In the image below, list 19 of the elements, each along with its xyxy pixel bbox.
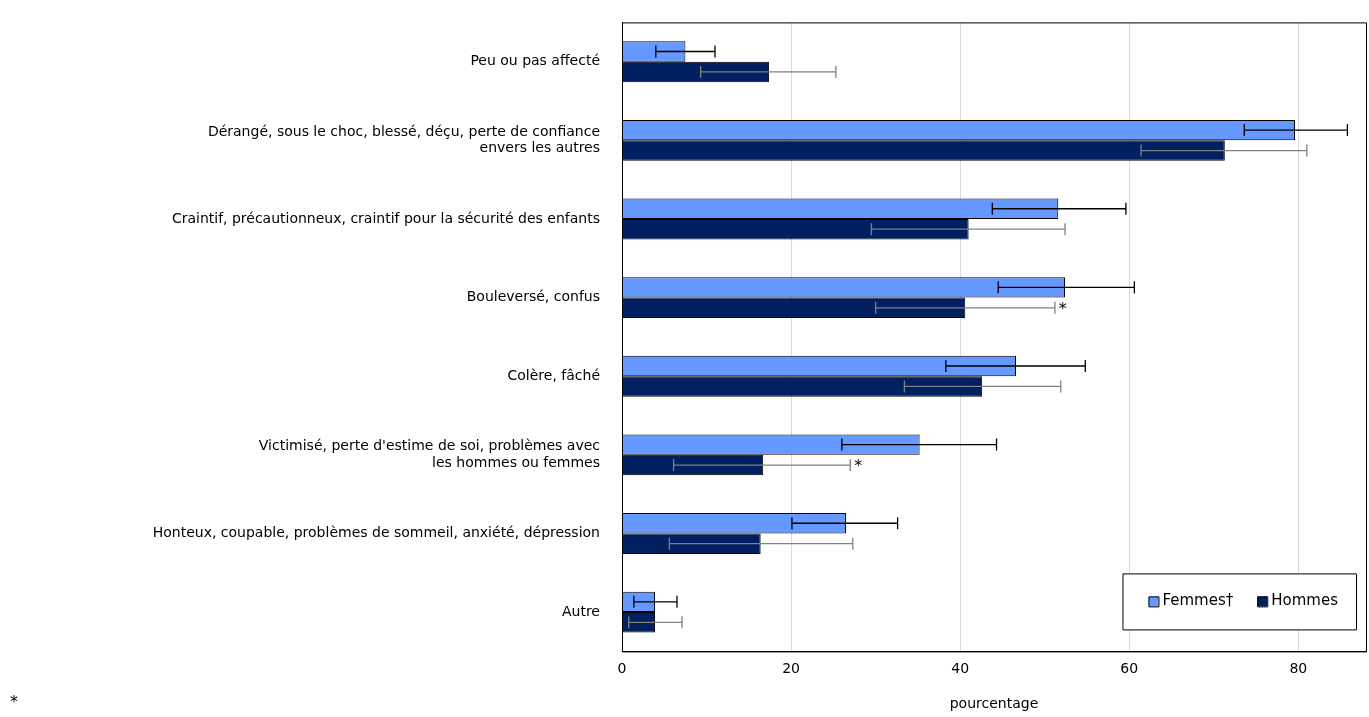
- y-tick-label: Craintif, précautionneux, craintif pour la sécurité des enfants: [171, 209, 600, 226]
- x-axis-title: pourcentage: [949, 695, 1039, 712]
- y-tick-label: Victimisé, perte d'estime de soi, problèmes avec les hommes ou femmes: [258, 437, 600, 470]
- x-tick-label: 0: [617, 660, 627, 677]
- y-tick-label: Colère, fâché: [507, 366, 600, 383]
- y-tick-label: Bouleversé, confus: [466, 288, 600, 305]
- y-tick-label: Peu ou pas affecté: [470, 52, 600, 69]
- text: *: [10, 692, 18, 712]
- y-tick-label: Dérangé, sous le choc, blessé, déçu, perte de confiance envers les autres: [207, 122, 600, 156]
- x-tick-label: 40: [951, 660, 970, 677]
- annotation: *: [1058, 298, 1067, 318]
- y-tick-label: Honteux, coupable, problèmes de sommeil, anxiété, dépression: [152, 524, 600, 541]
- legend-label: Hommes: [1271, 591, 1339, 610]
- annotation: *: [854, 456, 863, 476]
- x-tick-label: 60: [1120, 660, 1139, 677]
- legend-label: Femmes†: [1162, 591, 1234, 610]
- y-tick-label: Autre: [561, 602, 600, 619]
- x-tick-label: 20: [782, 660, 800, 677]
- x-tick-label: 80: [1289, 660, 1308, 677]
